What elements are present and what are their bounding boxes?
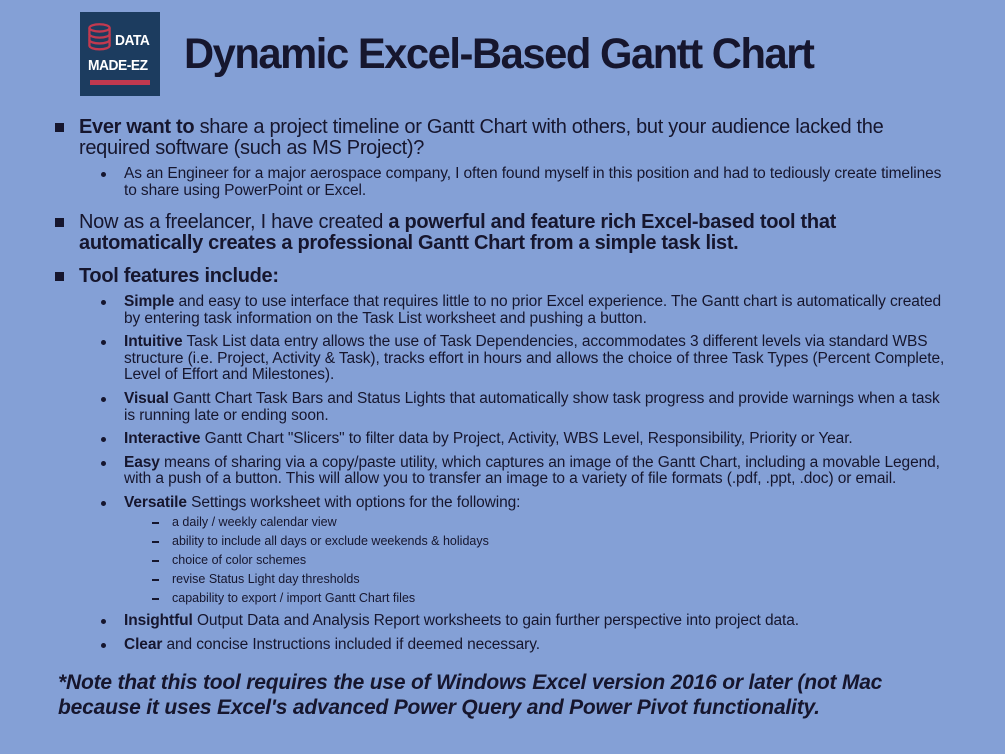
data-made-ez-logo: DATA MADE-EZ	[80, 12, 160, 96]
bullet-text: As an Engineer for a major aerospace com…	[124, 165, 942, 199]
bullet-text: Ever want to share a project timeline or…	[79, 116, 884, 160]
bullet-item: Now as a freelancer, I have created a po…	[0, 210, 950, 254]
dot-bullet-icon	[101, 619, 106, 625]
dot-bullet-icon	[101, 396, 106, 402]
slide-content: Ever want to share a project timeline or…	[0, 97, 1005, 654]
dash-item: ability to include all days or exclude w…	[0, 534, 950, 549]
dash-bullet-icon	[152, 598, 159, 601]
square-bullet-icon	[55, 271, 64, 281]
square-bullet-icon	[55, 217, 64, 227]
dash-bullet-icon	[152, 522, 159, 525]
dash-item: revise Status Light day thresholds	[0, 572, 950, 587]
dot-bullet-icon	[101, 500, 106, 506]
bullet-text: ability to include all days or exclude w…	[172, 534, 489, 549]
bullet-text: Intuitive Task List data entry allows th…	[124, 333, 945, 384]
footnote: *Note that this tool requires the use of…	[58, 670, 883, 720]
dot-bullet-icon	[101, 643, 106, 649]
slide-title: Dynamic Excel-Based Gantt Chart	[184, 29, 815, 78]
slide-header: DATA MADE-EZ Dynamic Excel-Based Gantt C…	[0, 0, 1005, 97]
dash-bullet-icon	[152, 541, 159, 544]
sub-bullet-item: Versatile Settings worksheet with option…	[0, 493, 950, 512]
bullet-text: choice of color schemes	[172, 553, 307, 568]
dot-bullet-icon	[101, 172, 106, 178]
dash-item: choice of color schemes	[0, 553, 950, 568]
sub-bullet-item: Clear and concise Instructions included …	[0, 636, 950, 654]
dash-bullet-icon	[152, 560, 159, 563]
logo-red-underline	[90, 79, 150, 85]
square-bullet-icon	[55, 123, 64, 132]
bullet-text: a daily / weekly calendar view	[172, 515, 337, 530]
logo-word-data: DATA	[115, 31, 150, 49]
dash-item: a daily / weekly calendar view	[0, 515, 950, 530]
database-icon	[87, 23, 112, 57]
bullet-text: Visual Gantt Chart Task Bars and Status …	[124, 389, 940, 424]
sub-bullet-item: Easy means of sharing via a copy/paste u…	[0, 453, 950, 488]
bullet-text: Insightful Output Data and Analysis Repo…	[124, 612, 799, 630]
sub-bullet-item: Visual Gantt Chart Task Bars and Status …	[0, 389, 950, 424]
bullet-text: Interactive Gantt Chart "Slicers" to fil…	[124, 430, 853, 448]
dot-bullet-icon	[101, 300, 106, 306]
bullet-text: Now as a freelancer, I have created a po…	[79, 210, 837, 254]
bullet-text: revise Status Light day thresholds	[172, 572, 360, 587]
bullet-text: capability to export / import Gantt Char…	[172, 591, 416, 606]
sub-bullet-item: Simple and easy to use interface that re…	[0, 293, 950, 327]
dash-bullet-icon	[152, 579, 159, 582]
bullet-text: Simple and easy to use interface that re…	[124, 293, 942, 327]
dot-bullet-icon	[101, 340, 106, 346]
dash-item: capability to export / import Gantt Char…	[0, 591, 950, 606]
bullet-item: Ever want to share a project timeline or…	[0, 116, 950, 160]
dot-bullet-icon	[101, 437, 106, 443]
dot-bullet-icon	[101, 460, 106, 466]
bullet-text: Tool features include:	[79, 264, 279, 287]
bullet-text: Clear and concise Instructions included …	[124, 636, 540, 654]
sub-bullet-item: Intuitive Task List data entry allows th…	[0, 333, 950, 384]
sub-bullet-item: As an Engineer for a major aerospace com…	[0, 166, 950, 199]
bullet-item: Tool features include:	[0, 264, 950, 287]
logo-word-made-ez: MADE-EZ	[87, 57, 148, 75]
bullet-text: Easy means of sharing via a copy/paste u…	[124, 453, 940, 488]
sub-bullet-item: Interactive Gantt Chart "Slicers" to fil…	[0, 430, 950, 448]
bullet-text: Versatile Settings worksheet with option…	[124, 493, 521, 511]
sub-bullet-item: Insightful Output Data and Analysis Repo…	[0, 613, 950, 630]
logo-top-row: DATA	[87, 23, 152, 57]
